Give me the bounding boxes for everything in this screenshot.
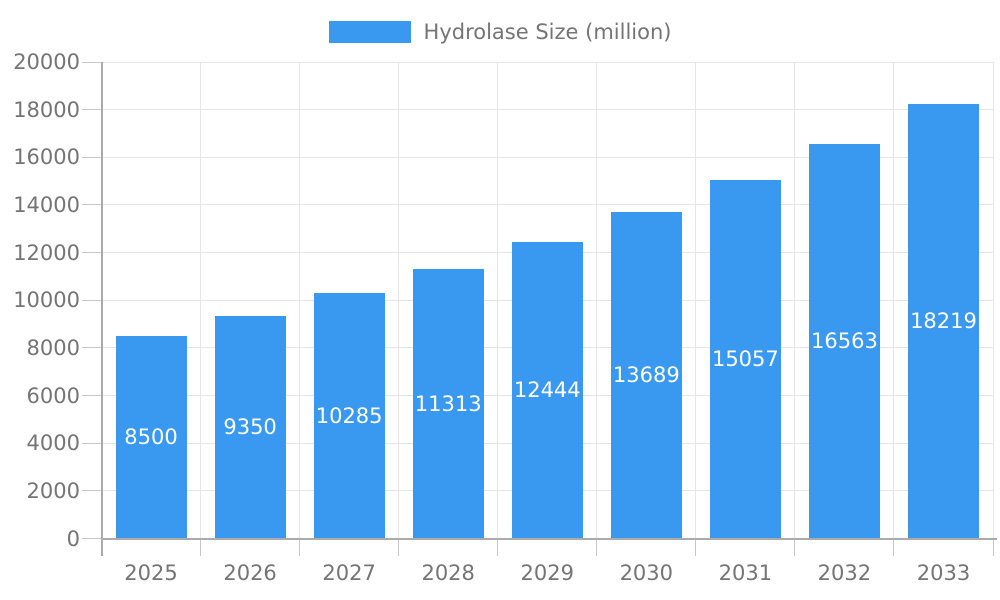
legend-item[interactable]: Hydrolase Size (million) <box>0 19 1000 45</box>
bar-value-label: 18219 <box>910 309 977 334</box>
bar[interactable] <box>511 242 583 539</box>
legend-swatch <box>328 21 411 43</box>
gridline-horizontal <box>101 156 993 158</box>
y-axis-tick <box>82 490 102 492</box>
x-axis-line <box>100 537 997 540</box>
y-axis-tick <box>82 204 102 206</box>
x-axis-tick <box>497 538 499 556</box>
bar[interactable] <box>808 143 880 539</box>
x-axis-label: 2026 <box>223 561 277 585</box>
bar-value-label: 15057 <box>711 347 779 372</box>
bar-value-label: 12444 <box>513 378 581 403</box>
y-axis-tick <box>82 395 102 397</box>
y-axis-tick <box>82 156 102 158</box>
y-axis-label: 8000 <box>26 335 80 360</box>
gridline-vertical <box>398 62 400 539</box>
bar-value-label: 8500 <box>124 425 178 450</box>
bar-value-label: 9350 <box>223 415 277 440</box>
y-axis-label: 18000 <box>13 97 80 122</box>
x-axis-tick <box>794 538 796 556</box>
y-axis-tick <box>82 61 102 63</box>
y-axis-label: 14000 <box>13 192 80 217</box>
gridline-vertical <box>497 62 499 539</box>
bar[interactable] <box>115 335 187 539</box>
gridline-horizontal <box>101 61 993 63</box>
y-axis-tick <box>82 442 102 444</box>
y-axis-label: 12000 <box>13 240 80 265</box>
bar[interactable] <box>214 315 286 539</box>
x-axis-label: 2031 <box>718 561 773 585</box>
x-axis-tick <box>398 538 400 556</box>
bar-value-label: 11313 <box>414 391 482 416</box>
x-axis-tick <box>299 538 301 556</box>
x-axis-label: 2028 <box>421 561 475 585</box>
x-axis-tick <box>893 538 895 556</box>
y-axis-tick <box>82 109 102 111</box>
x-axis-label: 2027 <box>322 561 376 585</box>
gridline-vertical <box>596 62 598 539</box>
gridline-horizontal <box>101 109 993 111</box>
y-axis-label: 16000 <box>13 145 80 170</box>
bar[interactable] <box>313 293 385 539</box>
gridline-vertical <box>200 62 202 539</box>
x-axis-tick <box>695 538 697 556</box>
x-axis-label: 2029 <box>520 561 574 585</box>
y-axis-label: 6000 <box>26 383 80 408</box>
y-axis-label: 20000 <box>13 50 80 74</box>
legend-label: Hydrolase Size (million) <box>423 20 672 44</box>
x-axis-label: 2025 <box>124 561 178 585</box>
gridline-vertical <box>992 62 994 539</box>
x-axis-label: 2033 <box>916 561 971 585</box>
y-axis-tick <box>82 252 102 254</box>
bar[interactable] <box>907 104 979 539</box>
y-axis-tick <box>82 347 102 349</box>
gridline-vertical <box>299 62 301 539</box>
bar[interactable] <box>610 212 682 539</box>
bar[interactable] <box>709 179 781 539</box>
gridline-vertical <box>893 62 895 539</box>
bar[interactable] <box>412 268 484 539</box>
x-axis-label: 2032 <box>817 561 872 585</box>
y-axis-label: 2000 <box>26 478 80 503</box>
y-axis-line <box>100 62 103 556</box>
y-axis-tick <box>82 538 102 539</box>
y-axis-label: 10000 <box>13 288 80 313</box>
x-axis-tick <box>596 538 598 556</box>
bar-value-label: 13689 <box>612 363 680 388</box>
gridline-vertical <box>794 62 796 539</box>
y-axis-tick <box>82 299 102 301</box>
bar-value-label: 16563 <box>811 329 878 354</box>
y-axis-label: 0 <box>66 526 80 551</box>
x-axis-label: 2030 <box>619 561 674 585</box>
gridline-horizontal <box>101 204 993 206</box>
y-axis-label: 4000 <box>26 431 80 456</box>
x-axis-tick <box>200 538 202 556</box>
bar-value-label: 10285 <box>315 403 383 428</box>
x-axis-tick <box>992 538 994 556</box>
gridline-vertical <box>695 62 697 539</box>
